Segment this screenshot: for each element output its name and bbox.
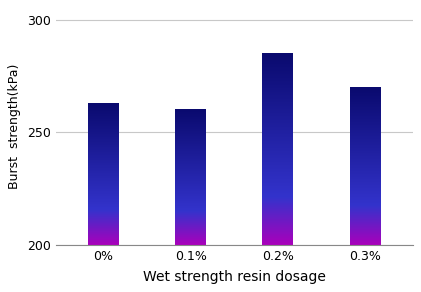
Y-axis label: Burst  strength(kPa): Burst strength(kPa): [8, 64, 21, 189]
X-axis label: Wet strength resin dosage: Wet strength resin dosage: [143, 270, 325, 284]
